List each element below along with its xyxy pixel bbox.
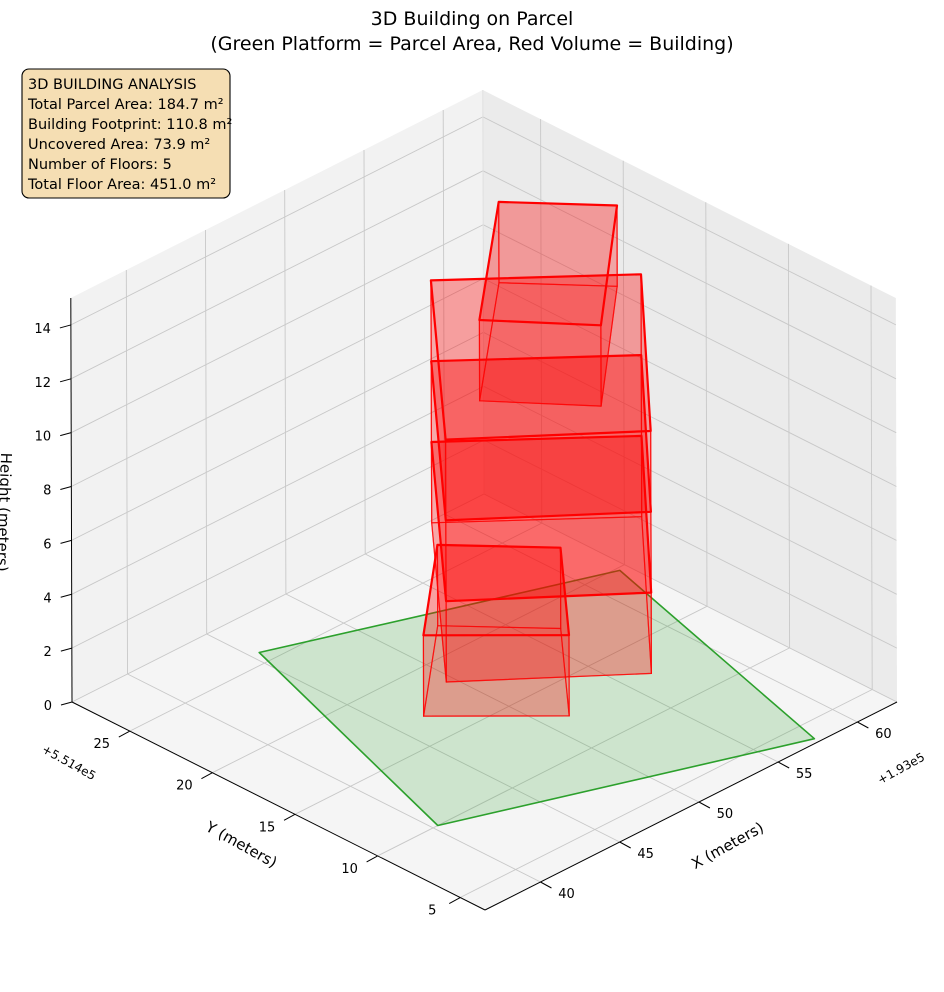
x-axis-line xyxy=(484,701,898,911)
y-tick-mark xyxy=(448,897,461,904)
floor-side-face xyxy=(478,319,602,407)
z-tick-label: 4 xyxy=(43,591,51,606)
z-axis-line xyxy=(70,297,73,703)
building-floor-2 xyxy=(430,434,653,683)
y-tick-label: 10 xyxy=(341,862,358,877)
back-pane-x xyxy=(70,90,485,702)
floor-side-face xyxy=(445,511,652,602)
building-floor-1 xyxy=(422,543,571,717)
floor-side-face xyxy=(445,591,653,683)
annotation-line-4: Uncovered Area: 73.9 m² xyxy=(28,137,210,153)
y-tick-label: 15 xyxy=(259,820,276,835)
x-offset-label: +1.93e5 xyxy=(875,750,927,787)
x-axis-label: X (meters) xyxy=(688,818,766,872)
x-tick-mark xyxy=(540,881,552,889)
y-tick-label: 25 xyxy=(94,737,111,752)
x-tick-label: 50 xyxy=(717,807,734,822)
y-tick-mark xyxy=(118,730,131,738)
z-tick-mark xyxy=(59,324,72,329)
x-tick-label: 60 xyxy=(875,727,892,742)
plot-area xyxy=(258,200,816,827)
z-tick-label: 14 xyxy=(34,322,51,337)
z-axis-label: Height (meters) xyxy=(0,452,15,572)
x-tick-mark xyxy=(698,801,711,809)
z-tick-label: 8 xyxy=(43,484,51,499)
y-tick-label: 20 xyxy=(176,779,193,794)
z-tick-mark xyxy=(60,593,72,598)
annotation-box xyxy=(21,68,231,199)
z-tick-mark xyxy=(60,647,72,652)
z-tick-label: 2 xyxy=(44,645,52,660)
y-tick-label: 5 xyxy=(428,904,436,919)
floor-top-face xyxy=(422,543,571,637)
chart-subtitle: (Green Platform = Parcel Area, Red Volum… xyxy=(210,33,733,55)
back-pane-y xyxy=(482,90,897,702)
x-tick-mark xyxy=(857,721,869,729)
z-tick-mark xyxy=(60,701,73,706)
z-tick-mark xyxy=(59,378,72,383)
y-tick-mark xyxy=(201,772,213,780)
building-floor-3 xyxy=(430,354,653,602)
annotation-line-5: Number of Floors: 5 xyxy=(28,157,172,173)
z-tick-mark xyxy=(60,486,72,491)
z-tick-mark xyxy=(60,432,72,437)
z-tick-label: 6 xyxy=(43,537,51,552)
y-offset-label: +5.514e5 xyxy=(40,742,99,783)
y-axis-line xyxy=(71,701,486,911)
x-tick-label: 55 xyxy=(796,767,813,782)
z-tick-label: 12 xyxy=(34,376,51,391)
floor-top-face xyxy=(478,200,619,327)
y-tick-mark xyxy=(283,813,296,821)
chart-title: 3D Building on Parcel xyxy=(371,8,574,30)
z-tick-mark xyxy=(60,539,72,544)
annotation-line-2: Total Parcel Area: 184.7 m² xyxy=(27,97,224,113)
annotation-line-6: Total Floor Area: 451.0 m² xyxy=(27,177,216,193)
annotation-line-3: Building Footprint: 110.8 m² xyxy=(28,117,232,133)
annotation-line-1: 3D BUILDING ANALYSIS xyxy=(28,77,196,93)
building-floor-5 xyxy=(478,200,619,407)
floor-side-face xyxy=(445,430,652,522)
x-tick-mark xyxy=(619,841,631,849)
y-tick-mark xyxy=(366,855,378,863)
x-tick-label: 45 xyxy=(637,847,654,862)
z-tick-label: 0 xyxy=(44,699,52,714)
analysis-annotation: 3D BUILDING ANALYSIS Total Parcel Area: … xyxy=(21,68,232,199)
z-tick-label: 10 xyxy=(35,430,52,445)
floor-top-face xyxy=(429,273,652,441)
parcel-platform xyxy=(258,569,816,827)
x-tick-label: 40 xyxy=(558,887,575,902)
x-tick-mark xyxy=(777,761,790,769)
tick-marks: 40 45 50 55 60 5 10 15 20 25 0 2 4 6 8 10 12 14 xyxy=(34,322,891,919)
